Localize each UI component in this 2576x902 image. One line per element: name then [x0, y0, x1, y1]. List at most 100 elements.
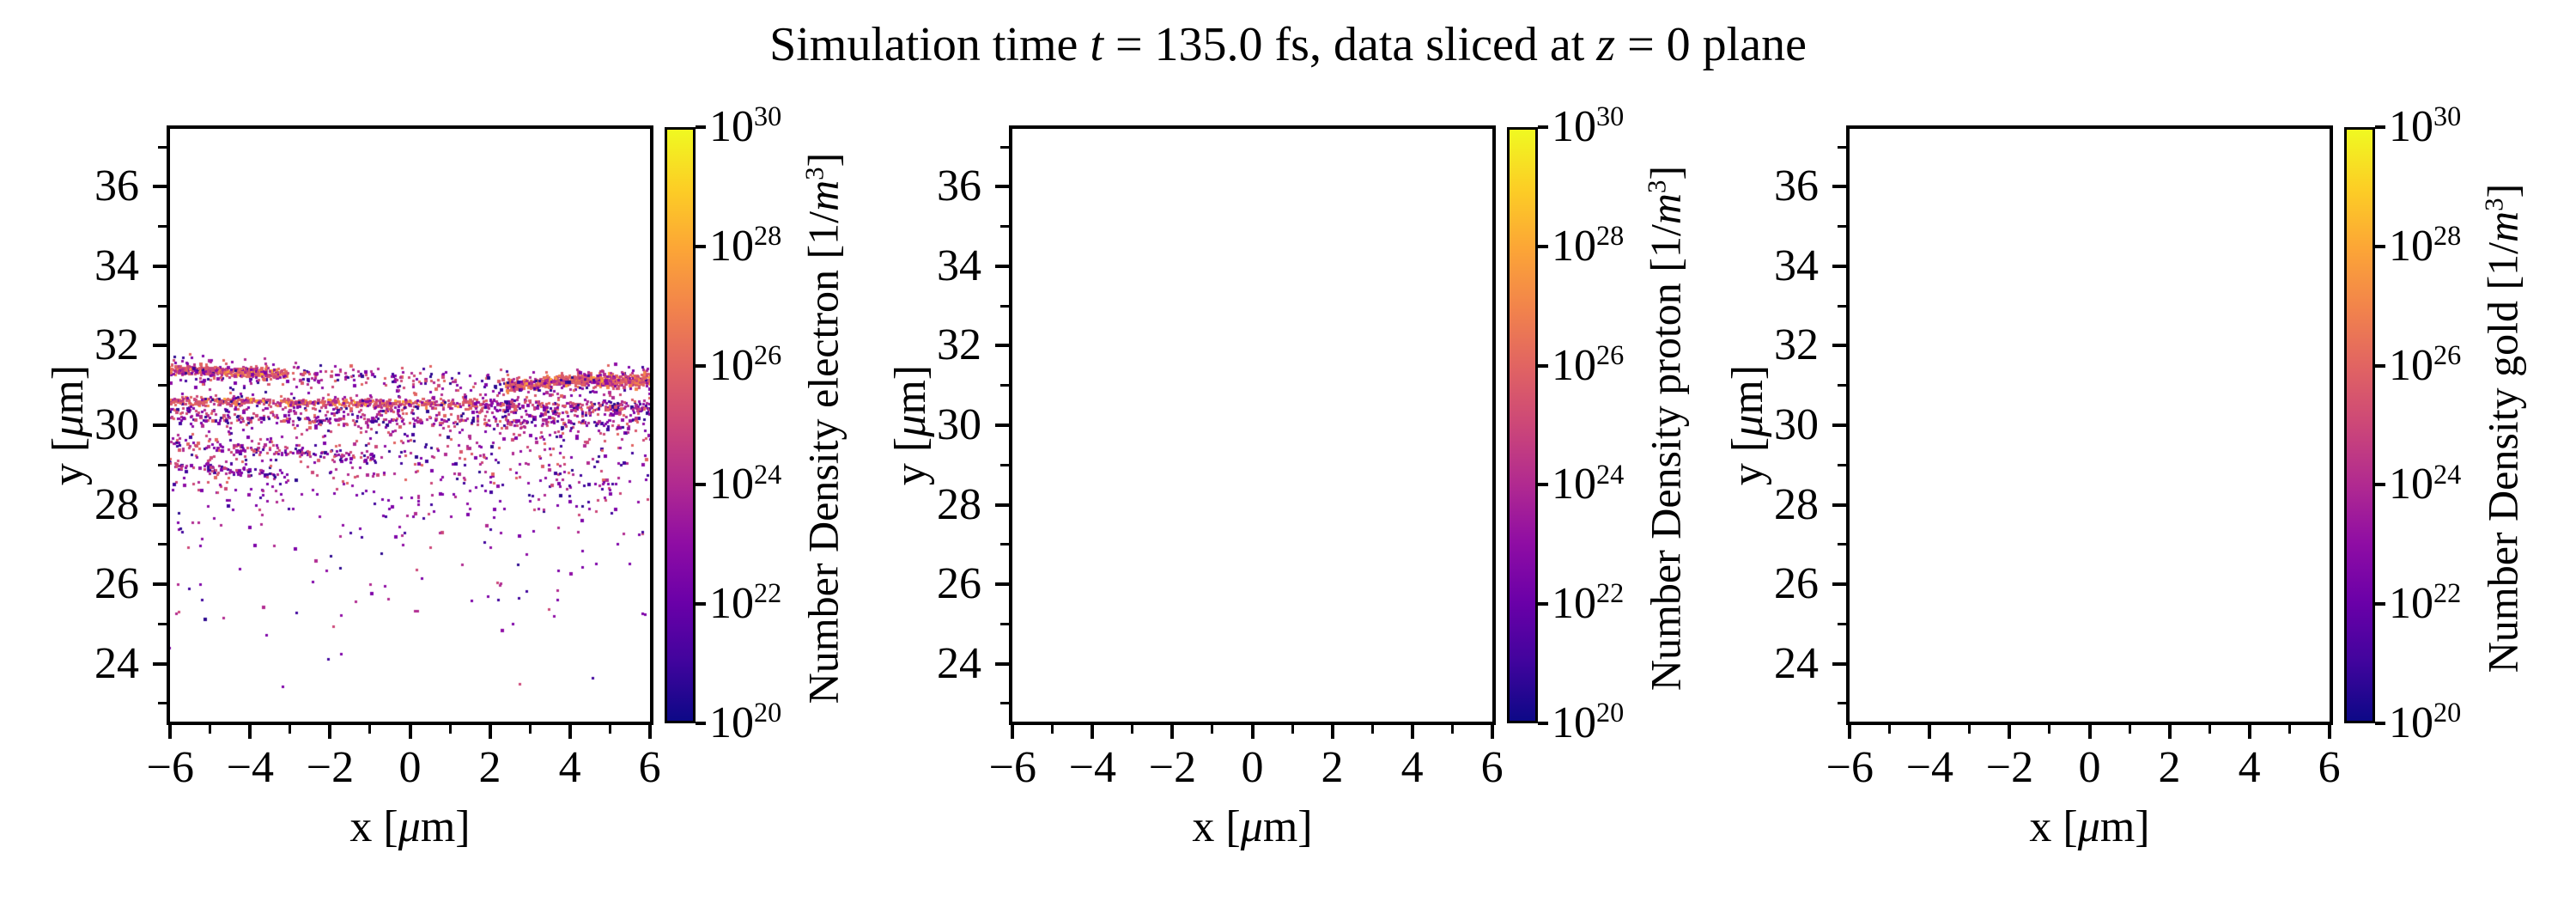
y-axis-label-gold: y [μm]: [1723, 127, 1772, 723]
x-tick-label: 2: [1321, 743, 1344, 792]
y-major-tick: [153, 344, 167, 348]
text-segment: z: [1596, 18, 1616, 71]
colorbar-tick: [696, 483, 706, 487]
text-segment: 10: [2389, 460, 2433, 509]
y-minor-tick: [1000, 225, 1009, 229]
y-minor-tick: [1000, 543, 1009, 546]
y-major-tick: [1832, 582, 1846, 587]
y-major-tick: [995, 264, 1009, 268]
y-tick-label: 34: [937, 241, 981, 290]
y-minor-tick: [1838, 304, 1846, 308]
colorbar-tick-label: 1020: [1552, 697, 1624, 750]
text-segment: μ: [398, 802, 421, 851]
text-segment: 28: [2433, 220, 2462, 252]
text-segment: μ: [2077, 802, 2100, 851]
text-segment: m]: [2099, 802, 2150, 851]
y-minor-tick: [158, 304, 167, 308]
text-segment: m]: [1723, 364, 1772, 415]
x-major-tick: [168, 725, 173, 739]
y-tick-label: 32: [937, 320, 981, 370]
text-segment: = 0 plane: [1615, 18, 1807, 71]
text-segment: 10: [2389, 698, 2433, 747]
x-major-tick: [2167, 725, 2172, 739]
text-segment: 20: [2433, 697, 2462, 728]
y-tick-label: 28: [937, 479, 981, 529]
y-major-tick: [153, 424, 167, 427]
x-tick-label: 2: [478, 743, 501, 792]
y-major-tick: [153, 582, 167, 587]
text-segment: 10: [709, 579, 754, 629]
y-tick-label: 34: [1774, 241, 1819, 290]
colorbar-tick: [1538, 125, 1548, 129]
x-tick-label: −4: [1905, 743, 1954, 792]
y-minor-tick: [158, 622, 167, 625]
x-minor-tick: [2048, 725, 2051, 734]
text-segment: 22: [754, 577, 782, 609]
y-minor-tick: [158, 702, 167, 705]
y-tick-label: 24: [94, 638, 139, 688]
x-minor-tick: [209, 725, 212, 734]
x-axis-label-electron: x [μm]: [239, 803, 582, 851]
colorbar-tick-label: 1022: [709, 577, 781, 631]
y-tick-label: 32: [94, 320, 139, 370]
text-segment: y [: [1723, 436, 1772, 486]
y-minor-tick: [1838, 702, 1846, 705]
text-segment: 26: [1596, 338, 1625, 370]
text-segment: μ: [1240, 802, 1263, 851]
colorbar-tick: [1538, 483, 1548, 487]
y-major-tick: [995, 344, 1009, 348]
text-segment: 26: [2433, 338, 2462, 370]
x-minor-tick: [448, 725, 452, 734]
x-major-tick: [1330, 725, 1334, 739]
y-tick-label: 24: [1774, 638, 1819, 688]
y-tick-label: 30: [1774, 400, 1819, 449]
colorbar-tick: [1538, 363, 1548, 368]
text-segment: t: [1090, 18, 1103, 71]
colorbar-tick: [2375, 125, 2385, 129]
x-major-tick: [1011, 725, 1015, 739]
x-tick-label: 0: [2078, 743, 2101, 792]
axes-box-gold: [1846, 125, 2333, 725]
colorbar-tick: [2375, 363, 2385, 368]
y-tick-label: 34: [94, 241, 139, 290]
x-major-tick: [1490, 725, 1494, 739]
colorbar-tick: [696, 125, 706, 129]
colorbar-label-gold: Number Density gold [1/m3]: [2478, 85, 2532, 772]
text-segment: 24: [754, 458, 782, 490]
y-major-tick: [995, 185, 1009, 189]
x-tick-label: 4: [2238, 743, 2261, 792]
x-major-tick: [2008, 725, 2012, 739]
x-minor-tick: [2287, 725, 2291, 734]
y-major-tick: [153, 661, 167, 666]
colorbar-tick-label: 1024: [709, 458, 782, 511]
y-tick-label: 36: [94, 162, 139, 211]
y-minor-tick: [1838, 384, 1846, 387]
y-major-tick: [1832, 344, 1846, 348]
scatter-canvas-electron: [168, 127, 652, 723]
y-major-tick: [153, 185, 167, 189]
colorbar-tick: [1538, 722, 1548, 725]
axes-box-proton: [1009, 125, 1496, 725]
y-minor-tick: [158, 543, 167, 546]
colorbar-tick-label: 1022: [2389, 577, 2461, 631]
colorbar-tick: [1538, 602, 1548, 606]
y-minor-tick: [1000, 145, 1009, 149]
colorbar-proton: [1507, 127, 1538, 723]
colorbar-tick-label: 1030: [1552, 101, 1624, 154]
x-tick-label: −2: [1985, 743, 2034, 792]
colorbar-tick-label: 1028: [2389, 220, 2461, 273]
x-major-tick: [248, 725, 252, 739]
x-minor-tick: [1131, 725, 1134, 734]
y-minor-tick: [158, 384, 167, 387]
text-segment: Simulation time: [769, 18, 1091, 71]
y-minor-tick: [1000, 622, 1009, 625]
y-tick-label: 26: [94, 559, 139, 609]
colorbar-tick-label: 1026: [1552, 339, 1624, 393]
x-tick-label: −6: [988, 743, 1036, 792]
figure-title: Simulation time t = 135.0 fs, data slice…: [0, 19, 2576, 70]
text-segment: = 135.0 fs, data sliced at: [1103, 18, 1597, 71]
colorbar-tick: [2375, 244, 2385, 248]
